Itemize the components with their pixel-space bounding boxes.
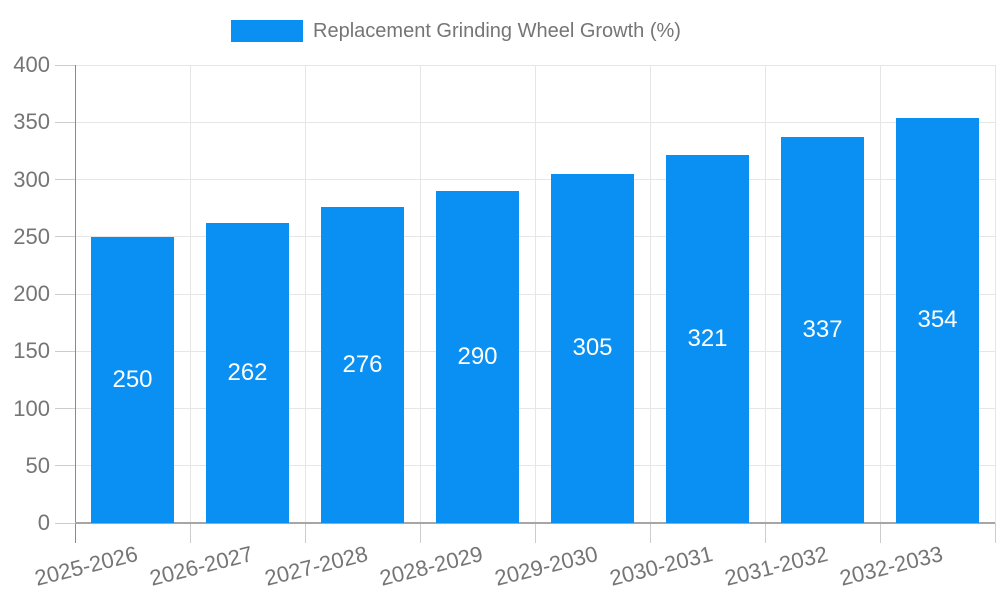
y-axis-tick [55, 350, 75, 352]
bar-2031-2032[interactable]: 337 [781, 137, 864, 523]
y-axis-tick [55, 465, 75, 467]
y-axis-label: 350 [13, 109, 50, 135]
y-axis-label: 50 [25, 452, 50, 478]
bar-value-label: 276 [342, 350, 383, 378]
bar-2027-2028[interactable]: 276 [321, 206, 404, 523]
y-axis-tick [55, 408, 75, 409]
y-axis-label: 0 [37, 510, 50, 535]
bar-2028-2029[interactable]: 290 [436, 190, 519, 523]
x-axis-label: 2028-2029 [377, 541, 486, 591]
gridline-vertical [764, 65, 766, 523]
bar-value-label: 290 [457, 342, 498, 370]
y-axis-tick [55, 179, 75, 180]
x-axis-tick [189, 523, 191, 543]
legend-series-label: Replacement Grinding Wheel Growth (%) [313, 19, 681, 42]
bar-value-label: 321 [687, 325, 728, 353]
x-axis-tick [649, 523, 651, 543]
bar-value-label: 354 [917, 306, 958, 334]
gridline-vertical [534, 65, 536, 523]
x-axis-tick [764, 523, 766, 543]
y-axis-label: 200 [13, 281, 50, 306]
x-axis-line [75, 522, 995, 524]
x-axis-label: 2025-2026 [32, 541, 141, 591]
gridline-vertical [304, 65, 306, 523]
y-axis-tick [55, 64, 75, 66]
y-axis-label: 100 [13, 395, 50, 421]
y-axis-label: 250 [13, 223, 50, 249]
x-axis-label: 2030-2031 [607, 541, 716, 591]
gridline-vertical [189, 65, 191, 523]
legend: Replacement Grinding Wheel Growth (%) [0, 20, 956, 42]
y-axis-label: 400 [13, 52, 50, 77]
x-axis-label: 2032-2033 [837, 541, 946, 591]
x-axis-label: 2031-2032 [722, 541, 831, 591]
x-axis-tick [879, 523, 881, 543]
gridline-vertical [994, 65, 996, 523]
y-axis-label: 300 [13, 166, 50, 192]
x-axis-tick [994, 523, 996, 543]
x-axis-tick [304, 523, 306, 543]
bar-2025-2026[interactable]: 250 [91, 236, 174, 523]
bar-value-label: 337 [802, 316, 843, 344]
y-axis-tick [55, 293, 75, 295]
x-axis-tick [419, 523, 421, 543]
bar-value-label: 250 [112, 365, 153, 393]
bar-2026-2027[interactable]: 262 [206, 223, 289, 523]
bar-2030-2031[interactable]: 321 [666, 155, 749, 523]
bar-value-label: 262 [227, 358, 268, 386]
bar-value-label: 305 [572, 334, 613, 362]
y-axis-tick [55, 522, 75, 524]
gridline-vertical [879, 65, 881, 523]
x-axis-label: 2029-2030 [492, 541, 601, 591]
y-axis-tick [55, 236, 75, 238]
bar-2032-2033[interactable]: 354 [896, 117, 979, 523]
y-axis-tick [55, 121, 75, 123]
gridline-vertical [419, 65, 421, 523]
y-axis-label: 150 [13, 338, 50, 364]
y-axis-line [75, 65, 76, 543]
x-axis-label: 2027-2028 [262, 541, 371, 591]
x-axis-label: 2026-2027 [147, 541, 256, 591]
legend-swatch [231, 20, 304, 42]
bar-2029-2030[interactable]: 305 [551, 173, 634, 523]
gridline-vertical [649, 65, 651, 523]
x-axis-tick [534, 523, 536, 543]
